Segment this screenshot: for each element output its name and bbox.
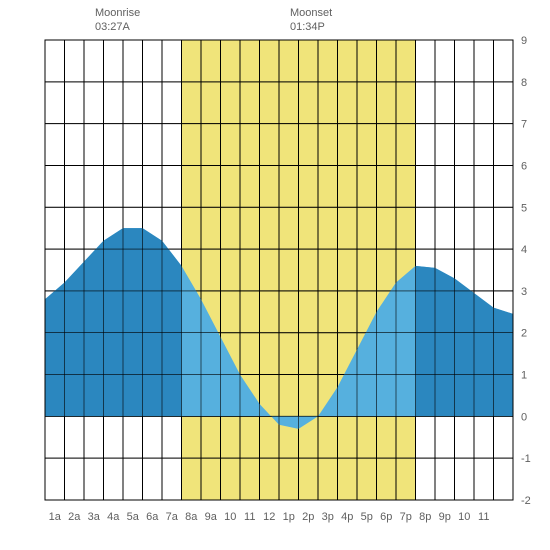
- moonset-title: Moonset: [290, 7, 332, 19]
- x-tick: 11: [244, 511, 255, 523]
- x-tick: 3a: [88, 511, 101, 523]
- x-tick: 9a: [205, 511, 218, 523]
- y-tick: -1: [521, 453, 531, 465]
- tide-area-dark: [45, 228, 182, 416]
- x-tick: 6a: [146, 511, 159, 523]
- x-tick: 12: [263, 511, 275, 523]
- x-tick: 8a: [185, 511, 198, 523]
- x-tick: 10: [458, 511, 470, 523]
- x-tick: 4p: [341, 511, 353, 523]
- y-tick: 9: [521, 35, 527, 47]
- moonrise-time: 03:27A: [95, 21, 130, 33]
- moonrise-title: Moonrise: [95, 7, 140, 19]
- y-tick: 1: [521, 370, 527, 382]
- x-tick: 4a: [107, 511, 120, 523]
- tide-chart: Moonrise 03:27A Moonset 01:34P 1a2a3a4a5…: [0, 0, 550, 550]
- x-tick: 7p: [400, 511, 412, 523]
- x-tick: 11: [478, 511, 489, 523]
- x-tick: 1a: [49, 511, 62, 523]
- x-tick: 1p: [283, 511, 295, 523]
- y-tick: 8: [521, 77, 527, 89]
- x-tick: 2a: [68, 511, 81, 523]
- chart-svg: 1a2a3a4a5a6a7a8a9a1011121p2p3p4p5p6p7p8p…: [0, 0, 550, 550]
- y-tick: 4: [521, 244, 527, 256]
- x-tick: 2p: [302, 511, 314, 523]
- x-tick: 5a: [127, 511, 140, 523]
- moonrise-label: Moonrise 03:27A: [95, 6, 140, 35]
- y-tick: 2: [521, 328, 527, 340]
- y-tick: 6: [521, 160, 527, 172]
- y-tick: -2: [521, 495, 531, 507]
- y-tick: 5: [521, 202, 527, 214]
- x-tick: 10: [224, 511, 236, 523]
- x-tick: 3p: [322, 511, 334, 523]
- y-tick: 7: [521, 119, 527, 131]
- x-tick: 6p: [380, 511, 392, 523]
- x-tick: 9p: [439, 511, 451, 523]
- x-tick: 8p: [419, 511, 431, 523]
- y-tick: 0: [521, 411, 527, 423]
- y-tick: 3: [521, 286, 527, 298]
- moonset-time: 01:34P: [290, 21, 325, 33]
- tide-area-dark: [416, 266, 514, 417]
- x-tick: 7a: [166, 511, 179, 523]
- moonset-label: Moonset 01:34P: [290, 6, 332, 35]
- x-tick: 5p: [361, 511, 373, 523]
